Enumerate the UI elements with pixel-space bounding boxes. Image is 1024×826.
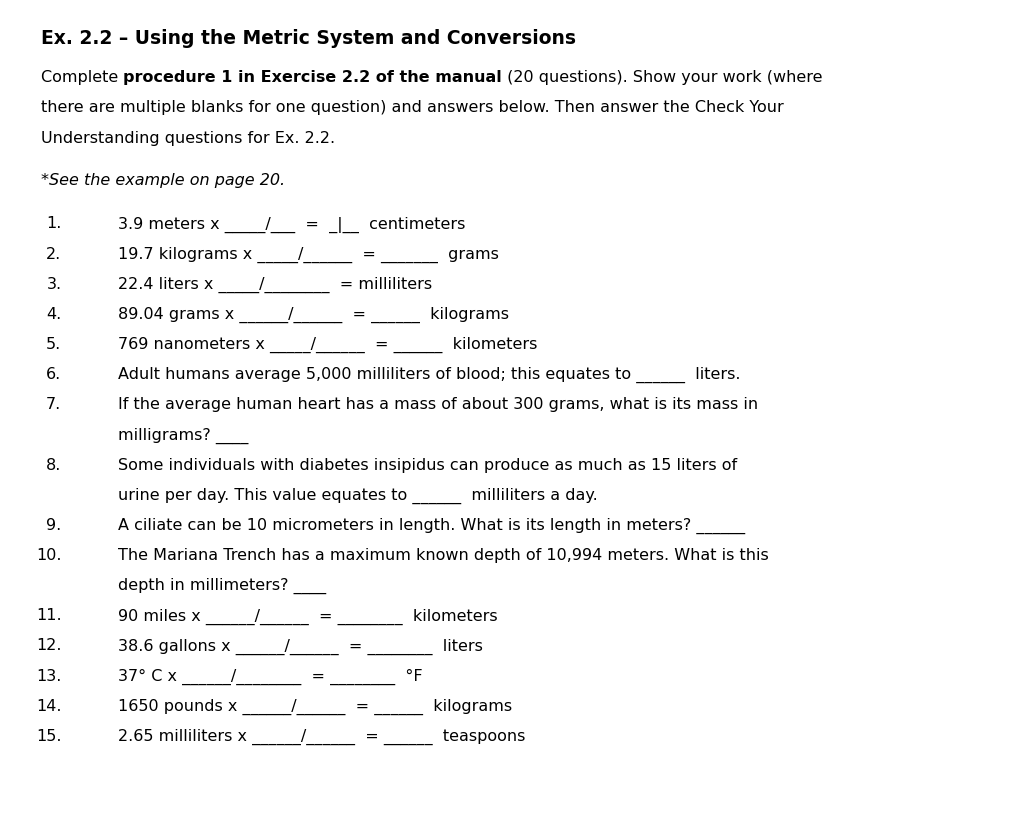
Text: 3.: 3. [46,277,61,292]
Text: urine per day. This value equates to ______  milliliters a day.: urine per day. This value equates to ___… [118,487,598,504]
Text: 8.: 8. [46,458,61,472]
Text: (20 questions). Show your work (where: (20 questions). Show your work (where [502,70,822,85]
Text: 89.04 grams x ______/______  = ______  kilograms: 89.04 grams x ______/______ = ______ kil… [118,307,509,323]
Text: Adult humans average 5,000 milliliters of blood; this equates to ______  liters.: Adult humans average 5,000 milliliters o… [118,367,740,383]
Text: 11.: 11. [36,608,61,624]
Text: 38.6 gallons x ______/______  = ________  liters: 38.6 gallons x ______/______ = ________ … [118,638,482,655]
Text: Understanding questions for Ex. 2.2.: Understanding questions for Ex. 2.2. [41,131,335,145]
Text: 13.: 13. [36,668,61,684]
Text: 5.: 5. [46,337,61,352]
Text: 12.: 12. [36,638,61,653]
Text: 9.: 9. [46,518,61,533]
Text: 1650 pounds x ______/______  = ______  kilograms: 1650 pounds x ______/______ = ______ kil… [118,699,512,715]
Text: Complete: Complete [41,70,123,85]
Text: 3.9 meters x _____/___  =  _|__  centimeters: 3.9 meters x _____/___ = _|__ centimeter… [118,216,465,233]
Text: 6.: 6. [46,367,61,382]
Text: If the average human heart has a mass of about 300 grams, what is its mass in: If the average human heart has a mass of… [118,397,758,412]
Text: 1.: 1. [46,216,61,231]
Text: 15.: 15. [36,729,61,744]
Text: procedure 1 in Exercise 2.2 of the manual: procedure 1 in Exercise 2.2 of the manua… [123,70,502,85]
Text: 14.: 14. [36,699,61,714]
Text: Ex. 2.2 – Using the Metric System and Conversions: Ex. 2.2 – Using the Metric System and Co… [41,29,575,48]
Text: 2.: 2. [46,246,61,262]
Text: The Mariana Trench has a maximum known depth of 10,994 meters. What is this: The Mariana Trench has a maximum known d… [118,548,768,563]
Text: there are multiple blanks for one question) and answers below. Then answer the C: there are multiple blanks for one questi… [41,101,783,116]
Text: 7.: 7. [46,397,61,412]
Text: A ciliate can be 10 micrometers in length. What is its length in meters? ______: A ciliate can be 10 micrometers in lengt… [118,518,744,534]
Text: *See the example on page 20.: *See the example on page 20. [41,173,285,188]
Text: 19.7 kilograms x _____/______  = _______  grams: 19.7 kilograms x _____/______ = _______ … [118,246,499,263]
Text: depth in millimeters? ____: depth in millimeters? ____ [118,578,326,595]
Text: 22.4 liters x _____/________  = milliliters: 22.4 liters x _____/________ = millilite… [118,277,432,293]
Text: 10.: 10. [36,548,61,563]
Text: Some individuals with diabetes insipidus can produce as much as 15 liters of: Some individuals with diabetes insipidus… [118,458,737,472]
Text: milligrams? ____: milligrams? ____ [118,428,248,444]
Text: 769 nanometers x _____/______  = ______  kilometers: 769 nanometers x _____/______ = ______ k… [118,337,538,354]
Text: 4.: 4. [46,307,61,322]
Text: 37° C x ______/________  = ________  °F: 37° C x ______/________ = ________ °F [118,668,422,685]
Text: 90 miles x ______/______  = ________  kilometers: 90 miles x ______/______ = ________ kilo… [118,608,498,624]
Text: 2.65 milliliters x ______/______  = ______  teaspoons: 2.65 milliliters x ______/______ = _____… [118,729,525,745]
